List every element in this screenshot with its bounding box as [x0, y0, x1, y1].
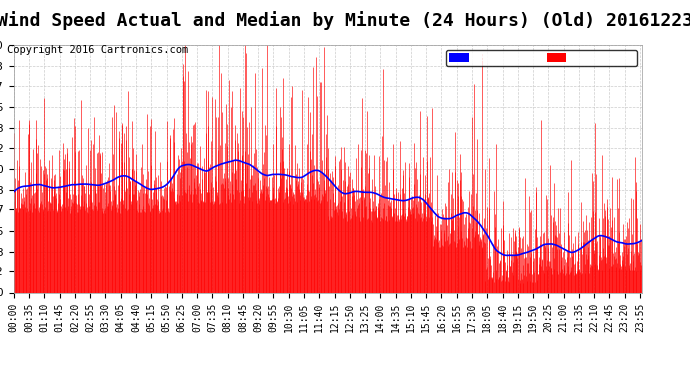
Text: Copyright 2016 Cartronics.com: Copyright 2016 Cartronics.com	[7, 45, 188, 55]
Text: Wind Speed Actual and Median by Minute (24 Hours) (Old) 20161223: Wind Speed Actual and Median by Minute (…	[0, 11, 690, 30]
Legend: Median (mph), Wind  (mph): Median (mph), Wind (mph)	[446, 50, 637, 66]
